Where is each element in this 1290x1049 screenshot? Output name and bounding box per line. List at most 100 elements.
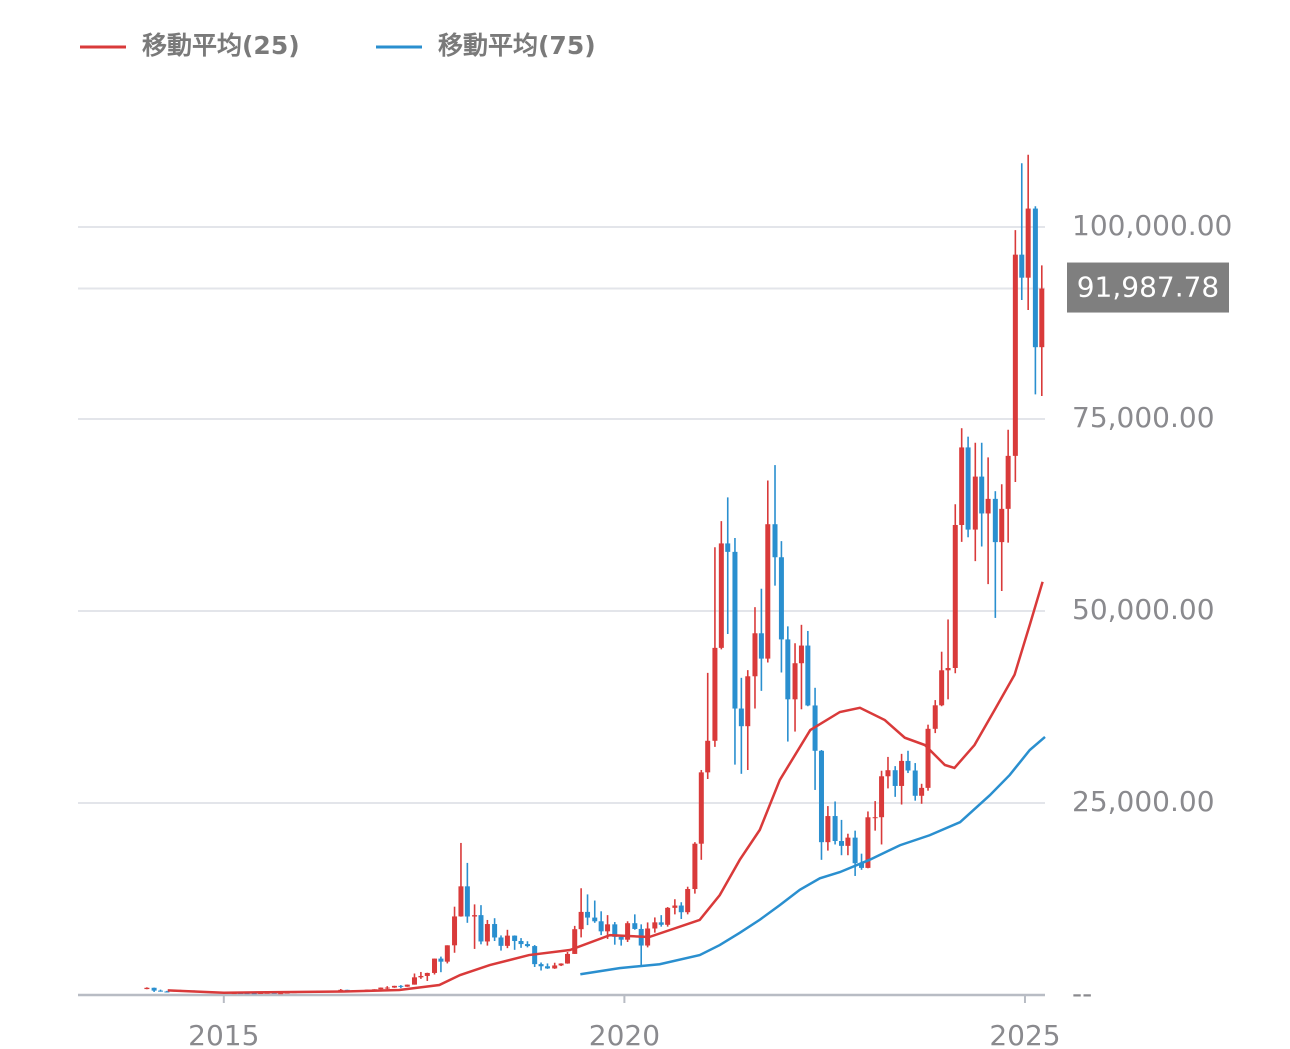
candle-body (492, 924, 498, 938)
candle-body (1025, 208, 1031, 278)
candle-body (558, 963, 564, 966)
candle-body (712, 647, 718, 741)
candle-body (852, 837, 858, 864)
candle-body (972, 476, 978, 530)
price-badge (1067, 262, 1229, 313)
candle-body (391, 985, 397, 988)
candle-body (158, 990, 164, 992)
candle-body (398, 985, 404, 987)
x-tick-label: 2015 (188, 1019, 259, 1049)
candle-body (959, 447, 965, 525)
y-tick-label: -- (1072, 977, 1092, 1010)
candle-body (458, 886, 464, 917)
candle-body (832, 816, 838, 842)
candle-body (658, 922, 664, 925)
candle-body (758, 633, 764, 659)
candle-body (999, 508, 1005, 543)
candle-body (752, 633, 758, 677)
candle-body (725, 543, 731, 552)
candle-body (151, 987, 157, 991)
candle-body (1012, 254, 1018, 456)
candle-body (632, 923, 638, 929)
legend-label: 移動平均(25) (142, 31, 300, 60)
candle-body (1039, 288, 1045, 348)
y-tick-label: 50,000.00 (1072, 593, 1215, 626)
candle-body (705, 740, 711, 773)
candle-body (1005, 455, 1011, 509)
candle-body (965, 447, 971, 530)
candle-body (912, 770, 918, 796)
ma-line (580, 736, 1046, 976)
candle-body (745, 676, 751, 727)
candle-body (952, 524, 958, 668)
candle-body (424, 972, 430, 976)
candle-body (544, 966, 550, 969)
candle-body (738, 708, 744, 727)
candle-body (678, 905, 684, 913)
candle-body (524, 944, 530, 947)
candle-body (792, 663, 798, 700)
candle-body (1019, 254, 1025, 278)
candle-body (552, 965, 558, 969)
candle-body (879, 776, 885, 818)
candle-body (732, 551, 738, 709)
candle-body (698, 772, 704, 844)
candle-body (378, 987, 384, 990)
candle-body (598, 921, 604, 932)
candle-body (805, 645, 811, 706)
candle-body (885, 770, 891, 777)
candle-body (979, 476, 985, 514)
candle-body (438, 958, 444, 962)
candle-body (672, 905, 678, 908)
y-tick-label: 100,000.00 (1072, 209, 1232, 242)
candle-body (251, 993, 257, 995)
candle-body (618, 936, 624, 940)
x-tick-label: 2025 (989, 1019, 1060, 1049)
candle-body (484, 924, 490, 942)
candle-body (538, 964, 544, 967)
candle-body (985, 498, 991, 514)
candle-body (452, 916, 458, 946)
candle-body (504, 935, 510, 946)
candle-body (472, 915, 478, 917)
candle-body (592, 917, 598, 922)
candle-body (925, 728, 931, 788)
candle-body (404, 984, 410, 987)
candle-body (845, 837, 851, 846)
candle-body (585, 911, 591, 918)
candle-body (518, 941, 524, 945)
candle-body (665, 907, 671, 925)
candle-body (785, 639, 791, 700)
candle-body (718, 543, 724, 648)
candle-body (818, 750, 824, 843)
candle-body (512, 935, 518, 942)
candle-body (578, 911, 584, 930)
candle-body (839, 841, 845, 846)
candle-body (825, 816, 831, 843)
legend-label: 移動平均(75) (438, 31, 596, 60)
candle-body (765, 524, 771, 659)
candle-body (144, 987, 150, 990)
candle-body (444, 945, 450, 962)
price-label: 91,987.78 (1077, 271, 1220, 304)
candle-body (945, 667, 951, 671)
candle-body (565, 953, 571, 964)
candle-body (692, 843, 698, 890)
y-tick-label: 75,000.00 (1072, 401, 1215, 434)
candle-body (478, 915, 484, 942)
candle-body (859, 863, 865, 868)
candle-body (384, 987, 390, 989)
candle-body (432, 958, 438, 973)
candle-body (932, 705, 938, 729)
ma-line (167, 581, 1044, 994)
candle-body (605, 924, 611, 932)
candle-body (865, 817, 871, 868)
candle-body (778, 557, 784, 640)
candle-body (164, 991, 170, 993)
candle-body (612, 924, 618, 937)
candle-body (1032, 208, 1038, 348)
candle-body (772, 524, 778, 558)
candle-body (892, 770, 898, 786)
y-tick-label: 25,000.00 (1072, 785, 1215, 818)
